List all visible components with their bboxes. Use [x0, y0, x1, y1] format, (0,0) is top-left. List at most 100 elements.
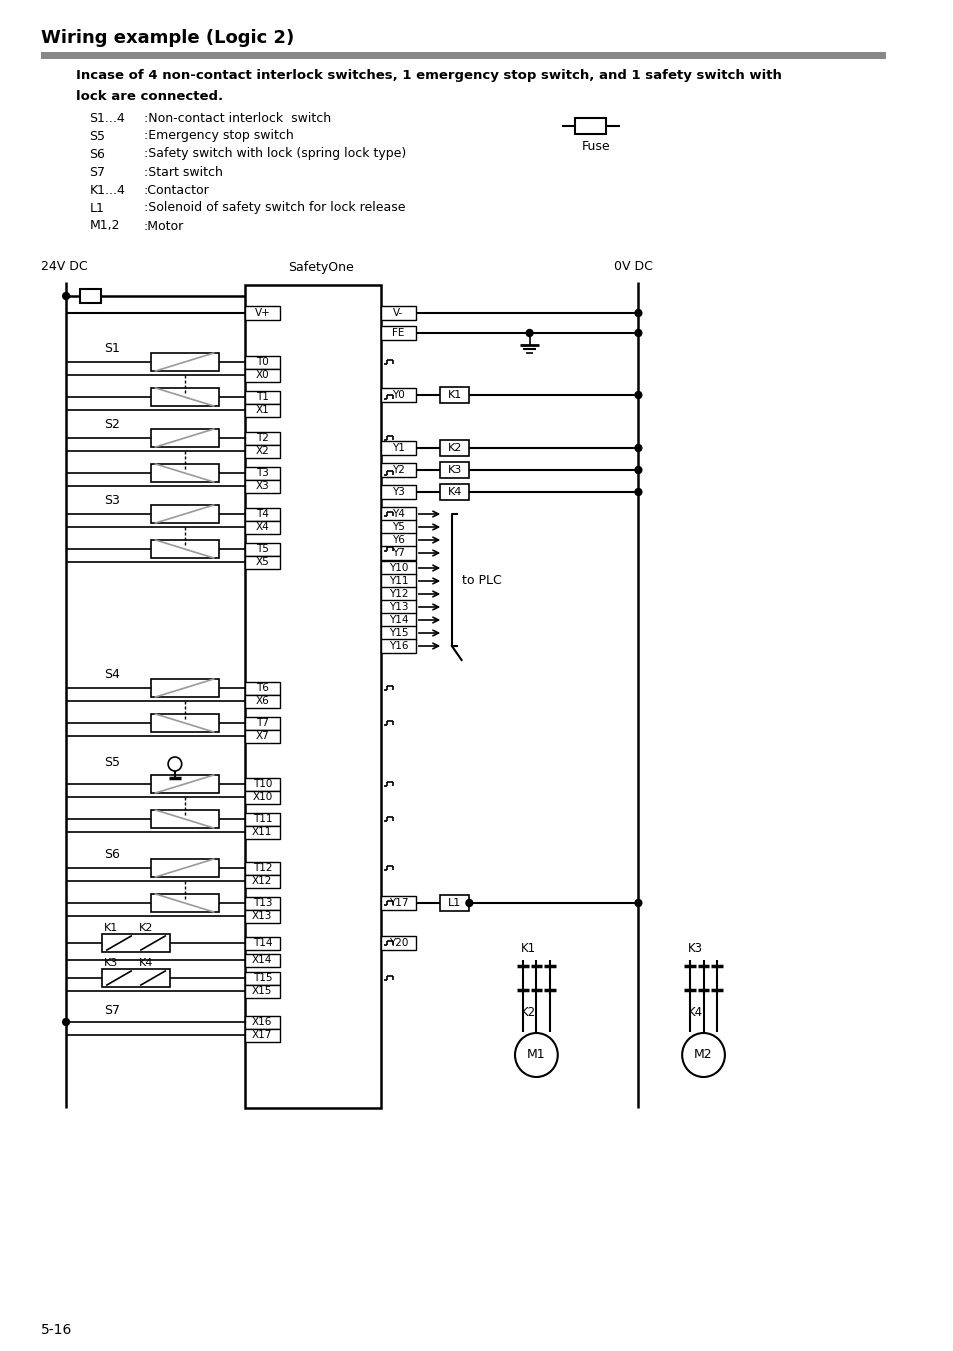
Bar: [151, 811, 218, 828]
Bar: [245, 911, 279, 923]
Text: K1: K1: [447, 390, 461, 400]
Text: FE: FE: [392, 328, 404, 338]
Text: 5-16: 5-16: [41, 1323, 72, 1337]
Bar: [80, 289, 101, 303]
Bar: [245, 390, 279, 404]
Text: X7: X7: [255, 731, 269, 740]
Bar: [380, 561, 416, 576]
Bar: [102, 934, 170, 952]
Text: K4: K4: [447, 486, 461, 497]
Text: T7: T7: [255, 717, 269, 728]
Text: T3: T3: [255, 467, 269, 478]
Text: Y3: Y3: [392, 486, 404, 497]
Text: Y5: Y5: [392, 521, 404, 532]
Bar: [439, 440, 469, 457]
Text: V+: V+: [254, 308, 270, 317]
Bar: [245, 305, 279, 320]
Text: X2: X2: [255, 446, 269, 457]
Bar: [380, 520, 416, 534]
Text: T12: T12: [253, 863, 272, 873]
Text: T2: T2: [255, 434, 269, 443]
Text: :Safety switch with lock (spring lock type): :Safety switch with lock (spring lock ty…: [144, 147, 406, 161]
Bar: [439, 386, 469, 403]
Circle shape: [465, 900, 473, 907]
Text: Fuse: Fuse: [581, 139, 610, 153]
Text: T4: T4: [255, 509, 269, 519]
Bar: [245, 557, 279, 569]
Text: S6: S6: [90, 147, 105, 161]
Bar: [245, 717, 279, 730]
Bar: [380, 613, 416, 627]
Bar: [380, 586, 416, 601]
Text: Y11: Y11: [388, 576, 408, 586]
Text: K1: K1: [520, 942, 536, 955]
Bar: [245, 971, 279, 985]
Circle shape: [635, 466, 641, 473]
Text: T1: T1: [255, 392, 269, 403]
Text: T13: T13: [253, 898, 272, 908]
Text: T15: T15: [253, 973, 272, 984]
Bar: [245, 444, 279, 458]
Text: Y4: Y4: [392, 509, 404, 519]
Text: :Motor: :Motor: [144, 219, 184, 232]
Bar: [245, 730, 279, 743]
Text: M2: M2: [694, 1048, 712, 1062]
Bar: [245, 985, 279, 998]
Text: X0: X0: [255, 370, 269, 380]
Text: S5: S5: [104, 755, 120, 769]
Text: X13: X13: [252, 911, 273, 921]
Text: T5: T5: [255, 544, 269, 554]
Text: Y16: Y16: [388, 640, 408, 651]
Text: X6: X6: [255, 696, 269, 707]
Text: Incase of 4 non-contact interlock switches, 1 emergency stop switch, and 1 safet: Incase of 4 non-contact interlock switch…: [75, 69, 781, 82]
Text: K2: K2: [139, 923, 153, 934]
Text: T10: T10: [253, 780, 272, 789]
Text: S4: S4: [104, 667, 120, 681]
Text: Y15: Y15: [388, 628, 408, 638]
Text: Y0: Y0: [392, 390, 404, 400]
Text: X11: X11: [252, 827, 273, 838]
Text: to PLC: to PLC: [461, 574, 500, 586]
Text: S7: S7: [90, 166, 105, 178]
Text: :Emergency stop switch: :Emergency stop switch: [144, 130, 294, 142]
Text: X3: X3: [255, 481, 269, 490]
Text: Y17: Y17: [388, 898, 408, 908]
Bar: [151, 775, 218, 793]
Bar: [151, 388, 218, 407]
Bar: [102, 969, 170, 988]
Bar: [245, 432, 279, 444]
Bar: [151, 680, 218, 697]
Text: lock are connected.: lock are connected.: [75, 91, 223, 104]
Text: M1,2: M1,2: [90, 219, 120, 232]
Text: X5: X5: [255, 557, 269, 567]
Text: K3: K3: [104, 958, 118, 969]
Text: X10: X10: [252, 792, 273, 802]
Text: Y14: Y14: [388, 615, 408, 626]
Bar: [245, 778, 279, 790]
Bar: [380, 463, 416, 477]
Bar: [151, 463, 218, 482]
Text: K4: K4: [687, 1005, 702, 1019]
Text: M1: M1: [526, 1048, 545, 1062]
Text: SafetyOne: SafetyOne: [288, 261, 354, 273]
Text: S2: S2: [104, 417, 120, 431]
Circle shape: [635, 900, 641, 907]
Bar: [41, 51, 885, 59]
Text: S1: S1: [104, 342, 120, 354]
Bar: [439, 484, 469, 500]
Text: X17: X17: [252, 1029, 273, 1040]
Bar: [245, 508, 279, 521]
Bar: [151, 430, 218, 447]
Text: S3: S3: [104, 493, 120, 507]
Text: K2: K2: [520, 1005, 536, 1019]
Text: X14: X14: [252, 955, 273, 965]
Bar: [245, 1029, 279, 1042]
Bar: [245, 790, 279, 804]
Text: Y13: Y13: [388, 603, 408, 612]
Text: Y10: Y10: [388, 563, 408, 573]
Text: L1: L1: [448, 898, 461, 908]
Circle shape: [63, 1019, 70, 1025]
Bar: [245, 897, 279, 911]
Bar: [151, 540, 218, 558]
Circle shape: [526, 330, 533, 336]
